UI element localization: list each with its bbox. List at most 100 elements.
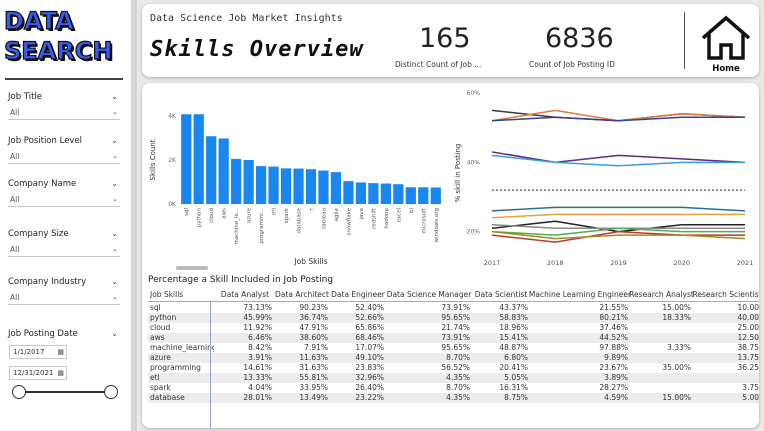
- logo-line-2: SEARCH: [3, 37, 113, 65]
- filter-title: Job Position Level: [8, 136, 83, 146]
- filter-panel: DATA SEARCH Job Title ⌄ All ⌄ Job Positi…: [0, 0, 131, 431]
- series-line-5: [491, 206, 746, 212]
- row-value: 6.80%: [504, 353, 528, 362]
- x-tick-label: spark: [284, 207, 290, 223]
- bar-spark: [280, 168, 292, 204]
- row-value: 38.60%: [299, 333, 328, 342]
- series-line-10: [491, 230, 745, 243]
- row-value: 26.40%: [355, 383, 384, 392]
- row-value: 5.05%: [504, 373, 528, 382]
- row-value: 10.00: [737, 303, 759, 312]
- bar-microsoft: [418, 187, 429, 204]
- skills-trend-line-chart: 20% 40% 60% 2017 2018 2019 2020 2021 % skill in …: [454, 90, 754, 267]
- calendar-icon[interactable]: ▦: [57, 369, 64, 377]
- row-value: 25.00: [737, 323, 759, 332]
- bar-r: [305, 169, 317, 204]
- y-axis-label: % skill in Posting: [454, 144, 462, 203]
- row-skill-name: etl: [150, 373, 160, 382]
- row-skill-name: machine_learning: [150, 343, 214, 352]
- column-header[interactable]: Data Architect: [275, 290, 329, 299]
- chevron-up-icon[interactable]: ⌄: [111, 277, 118, 286]
- row-value: 4.59%: [604, 393, 628, 402]
- job-position-level-select[interactable]: All ⌄: [8, 150, 120, 164]
- bar-azure: [243, 160, 254, 204]
- bar-hadoop: [380, 183, 391, 204]
- date-slider-start-handle[interactable]: [12, 385, 26, 399]
- series-line-9: [491, 227, 745, 236]
- row-value: 32.96%: [355, 373, 384, 382]
- company-industry-select[interactable]: All ⌄: [8, 291, 120, 305]
- x-tick-label: java: [359, 208, 365, 221]
- row-skill-name: python: [150, 313, 177, 322]
- chevron-up-icon[interactable]: ⌄: [111, 136, 118, 145]
- row-value: 5.00: [742, 393, 759, 402]
- company-size-select[interactable]: All ⌄: [8, 243, 120, 257]
- x-tick-label: machine_le...: [234, 208, 240, 245]
- table-column-divider: [210, 301, 211, 428]
- kpi-distinct-job-value: 165: [419, 23, 471, 54]
- x-tick-label: 2021: [737, 259, 754, 267]
- home-button[interactable]: Home: [697, 14, 755, 74]
- row-value: 15.00%: [662, 393, 691, 402]
- row-value: 35.00%: [662, 363, 691, 372]
- chevron-up-icon[interactable]: ⌄: [111, 229, 118, 238]
- select-value: All: [10, 152, 20, 161]
- series-line-6: [491, 213, 745, 219]
- row-value: 36.25: [737, 363, 759, 372]
- column-header[interactable]: Data Engineer: [331, 290, 385, 299]
- column-header[interactable]: Machine Learning Engineer: [528, 290, 632, 299]
- logo-divider: [5, 78, 123, 80]
- column-header[interactable]: Research Scientist: [692, 290, 760, 299]
- column-header[interactable]: Data Scientist: [474, 290, 528, 299]
- row-skill-name: sql: [150, 303, 161, 312]
- date-slider-end-handle[interactable]: [104, 385, 118, 399]
- chevron-up-icon[interactable]: ⌄: [111, 179, 118, 188]
- job-title-select[interactable]: All ⌄: [8, 106, 120, 120]
- panel-separator: [131, 0, 137, 431]
- filter-job-position-level: Job Position Level ⌄ All ⌄: [8, 135, 120, 164]
- column-header[interactable]: Data Science Manager: [386, 290, 472, 299]
- column-header[interactable]: Data Analyst: [220, 290, 270, 299]
- column-header[interactable]: Job Skills: [150, 290, 184, 299]
- table-row: python 45.99% 36.74% 52.66% 95.65% 58.83% 80.2…: [148, 313, 759, 323]
- row-value: 37.46%: [599, 323, 628, 332]
- bar-programmi...: [255, 166, 267, 204]
- chevron-down-icon: ⌄: [112, 245, 118, 253]
- column-header[interactable]: Research Analyst: [629, 290, 694, 299]
- row-value: 4.35%: [446, 373, 470, 382]
- x-tick-label: 2020: [673, 259, 690, 267]
- row-value: 95.65%: [441, 313, 470, 322]
- calendar-icon[interactable]: ▦: [57, 348, 64, 356]
- row-value: 48.87%: [499, 343, 528, 352]
- row-value: 31.63%: [299, 363, 328, 372]
- chevron-down-icon: ⌄: [112, 195, 118, 203]
- date-slider-track[interactable]: [18, 391, 110, 393]
- row-value: 3.91%: [248, 353, 272, 362]
- bar-windows.org: [430, 187, 441, 204]
- x-axis-label: Job Skills: [293, 257, 327, 266]
- company-name-select[interactable]: All ⌄: [8, 193, 120, 207]
- row-value: 23.67%: [599, 363, 628, 372]
- row-value: 28.27%: [599, 383, 628, 392]
- select-value: All: [10, 108, 20, 117]
- row-value: 13.49%: [299, 393, 328, 402]
- bar-tableau: [318, 170, 329, 204]
- start-date-input[interactable]: 1/1/2017 ▦: [9, 345, 67, 359]
- row-value: 68.46%: [355, 333, 384, 342]
- chevron-up-icon[interactable]: ⌄: [111, 92, 118, 101]
- row-value: 3.75: [742, 383, 759, 392]
- end-date-input[interactable]: 12/31/2021 ▦: [9, 366, 67, 380]
- filter-job-posting-date: Job Posting Date ⌄: [8, 328, 120, 340]
- chevron-down-icon: ⌄: [112, 293, 118, 301]
- bar-excel: [393, 184, 404, 204]
- x-tick-label: database: [297, 207, 303, 233]
- table-header-divider: [148, 301, 759, 302]
- row-value: 4.35%: [446, 393, 470, 402]
- x-tick-label: azure: [247, 207, 253, 223]
- row-value: 4.04%: [248, 383, 272, 392]
- filter-job-title: Job Title ⌄ All ⌄: [8, 91, 120, 120]
- row-value: 45.99%: [243, 313, 272, 322]
- chevron-up-icon[interactable]: ⌄: [111, 329, 118, 338]
- row-value: 38.75: [737, 343, 759, 352]
- row-value: 12.50: [737, 333, 759, 342]
